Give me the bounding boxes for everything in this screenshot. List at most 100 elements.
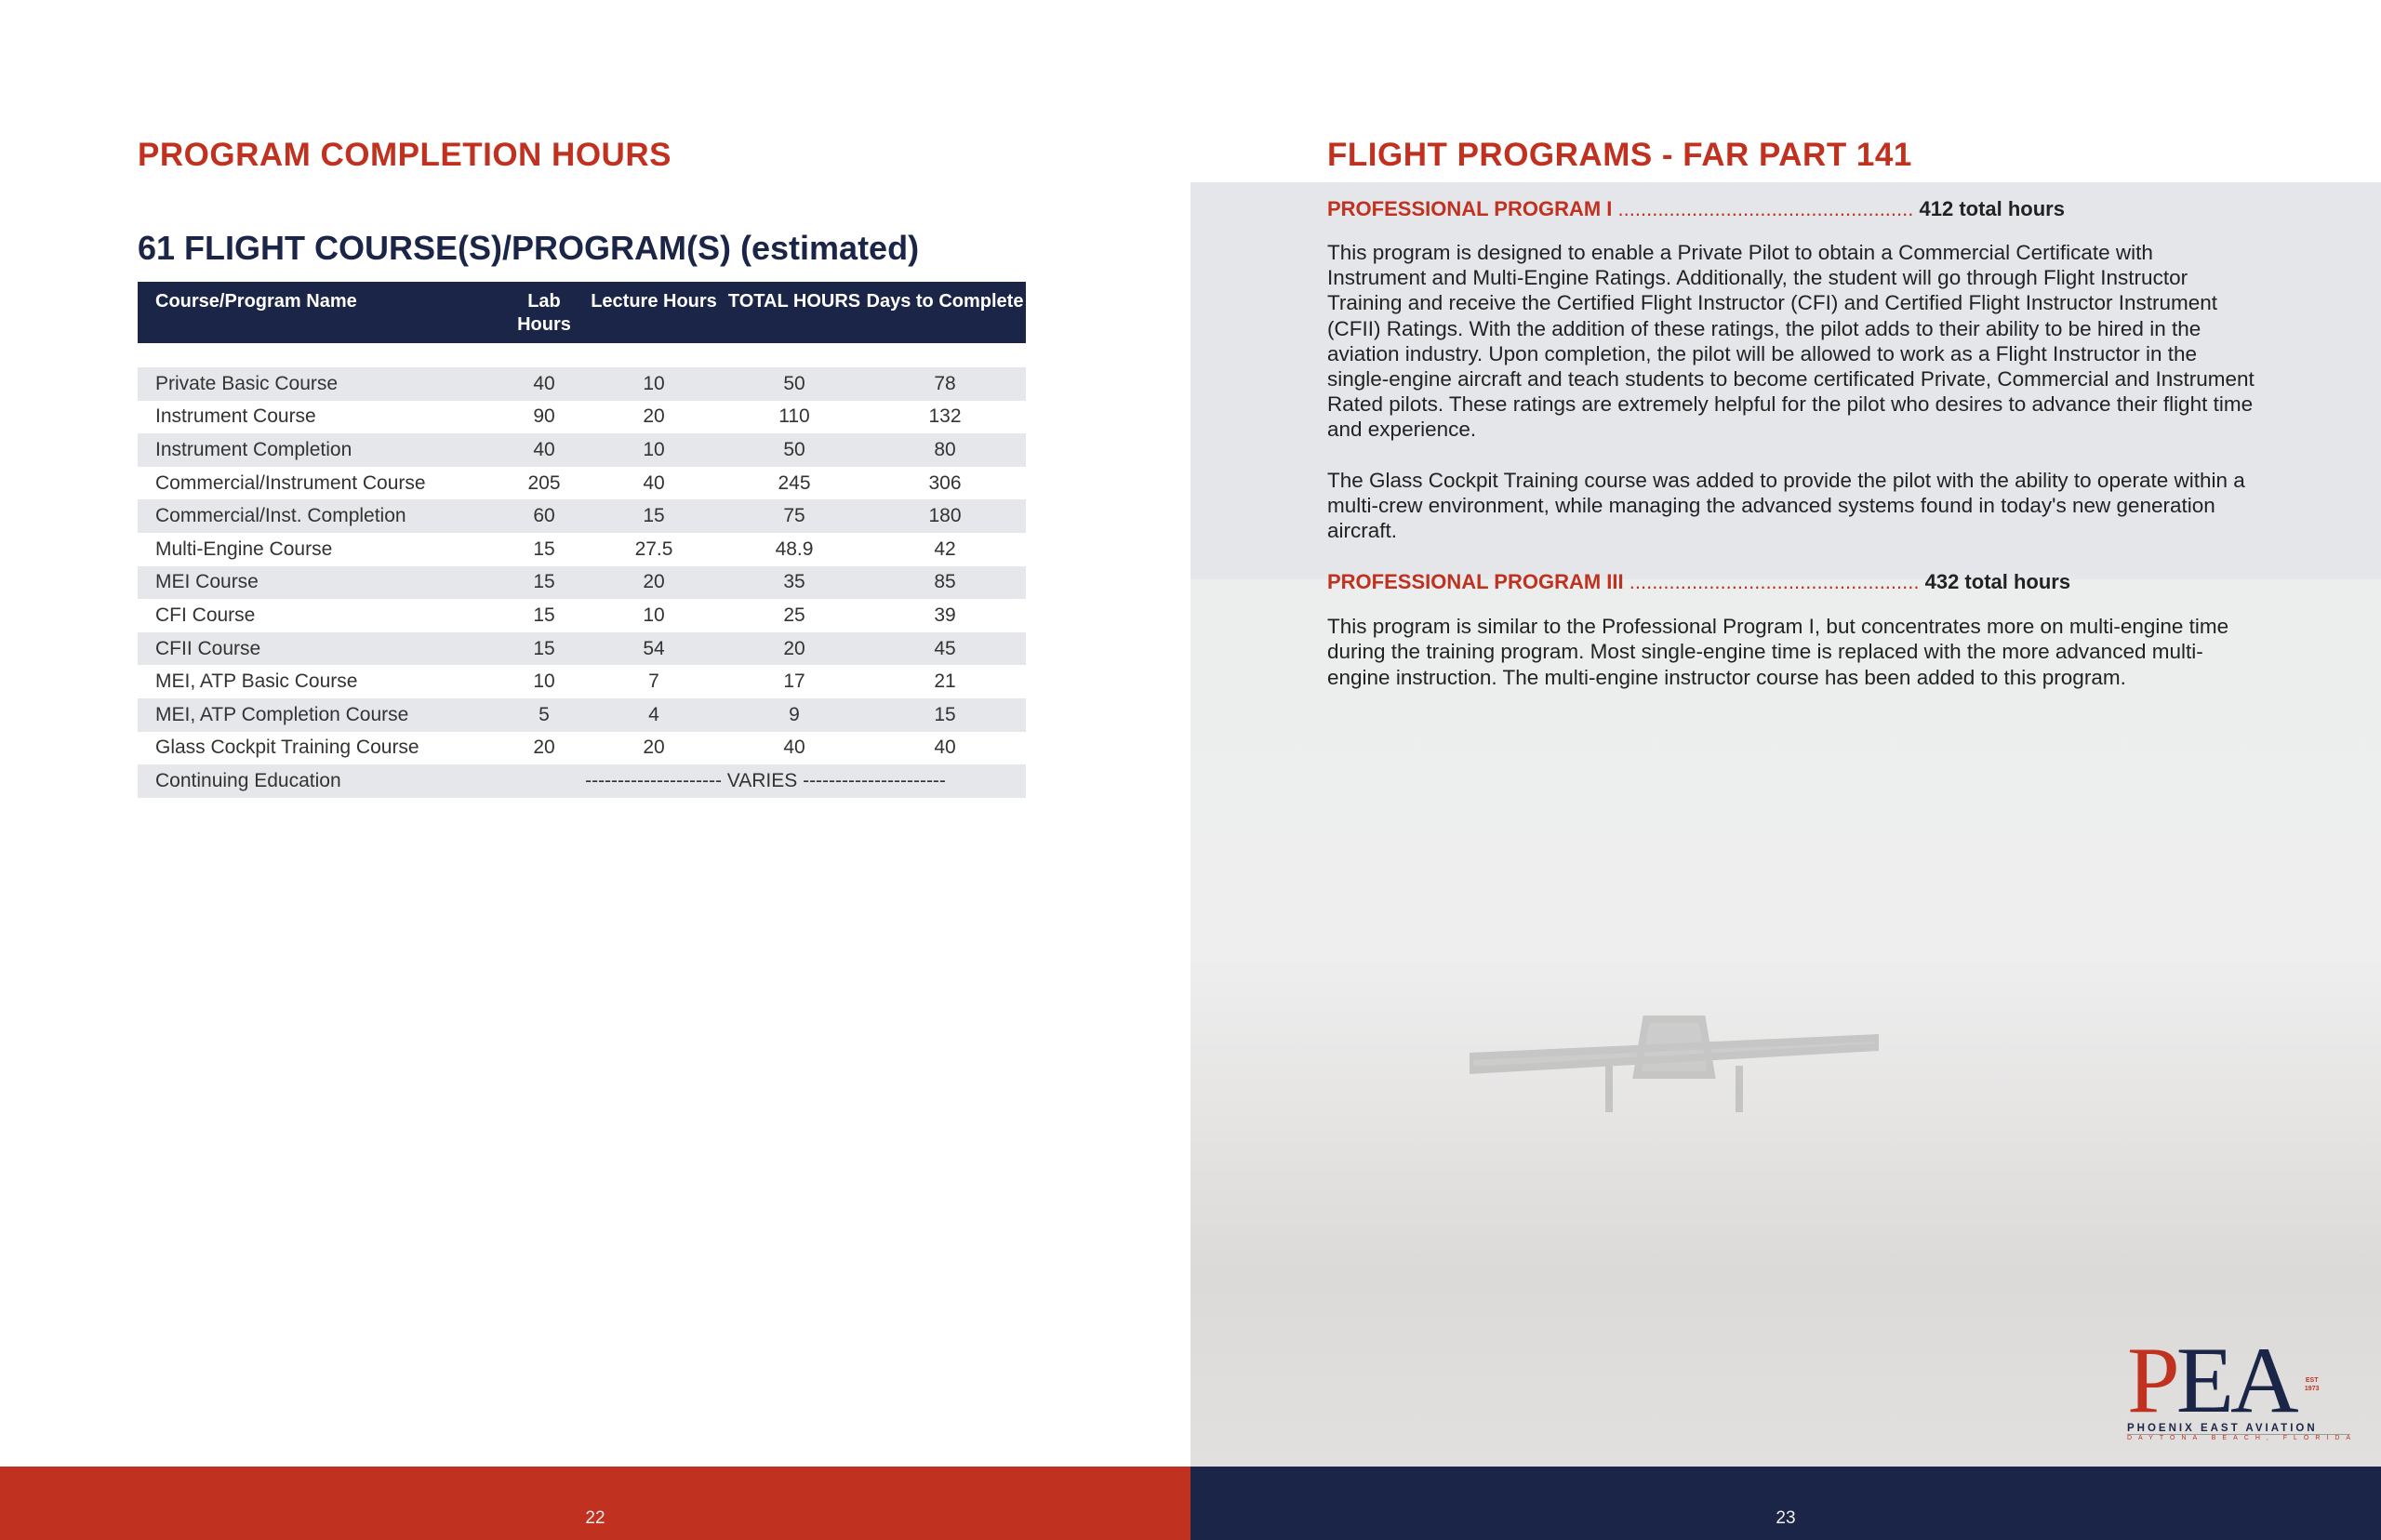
cell-value: 10: [643, 604, 665, 626]
cell-value: 75: [725, 499, 864, 533]
course-name: Glass Cockpit Training Course: [155, 737, 419, 759]
table-row: Instrument Course 90 20 110 132: [138, 401, 1026, 434]
cell-value: 42: [934, 538, 956, 560]
table-row: MEI, ATP Basic Course 10 7 17 21: [138, 665, 1026, 698]
cell-value: 80: [864, 433, 1026, 467]
course-name: Commercial/Instrument Course: [155, 471, 426, 494]
program-3-hours: 432 total hours: [1924, 570, 2071, 594]
table-row: Multi-Engine Course 15 27.5 48.9 42: [138, 533, 1026, 566]
cell-value: 40: [643, 471, 665, 494]
cell-value: 306: [928, 471, 962, 494]
table-row: CFI Course 15 10 25 39: [138, 599, 1026, 632]
cell-value: 85: [864, 565, 1026, 600]
table-title: 61 FLIGHT COURSE(S)/PROGRAM(S) (estimate…: [138, 229, 920, 267]
leader-dots: ........................................…: [1629, 570, 1920, 594]
cell-value: 90: [533, 405, 555, 428]
program-3-name: PROFESSIONAL PROGRAM III: [1327, 570, 1624, 594]
header-name: Course/Program Name: [138, 282, 505, 343]
right-page-title: FLIGHT PROGRAMS - FAR PART 141: [1327, 137, 1912, 173]
cell-value: 20: [533, 737, 555, 759]
cell-value: 48.9: [775, 538, 814, 560]
table-row: MEI, ATP Completion Course 5 4 9 15: [138, 697, 1026, 732]
program-1-name: PROFESSIONAL PROGRAM I: [1327, 197, 1613, 220]
cell-value: 15: [864, 697, 1026, 732]
course-name: CFI Course: [155, 604, 256, 626]
cell-value: 78: [864, 367, 1026, 401]
logo-letter-p: P: [2127, 1328, 2180, 1433]
cell-value: 132: [928, 405, 962, 428]
cell-value: 7: [648, 670, 659, 693]
cell-value: 20: [643, 405, 665, 428]
cell-value: 4: [583, 697, 725, 732]
cell-value: 15: [583, 499, 725, 533]
cell-value: 50: [725, 367, 864, 401]
cell-value: 15: [505, 631, 583, 666]
cell-value: 21: [934, 670, 956, 693]
course-name: MEI, ATP Completion Course: [138, 697, 505, 732]
cell-value: 180: [864, 499, 1026, 533]
program-3-description: This program is similar to the Professio…: [1327, 615, 2229, 689]
cell-value: 45: [864, 631, 1026, 666]
logo-location: DAYTONA BEACH, FLORIDA: [2127, 1435, 2358, 1441]
table-row: Private Basic Course 40 10 50 78: [138, 367, 1026, 401]
logo-est: EST 1973: [2304, 1377, 2320, 1392]
intro-panel: [1190, 182, 2381, 579]
table-row: MEI Course 15 20 35 85: [138, 565, 1026, 600]
cell-value: 20: [725, 631, 864, 666]
program-3-heading: PROFESSIONAL PROGRAM III ...............…: [1327, 569, 2257, 595]
cell-value: 20: [583, 565, 725, 600]
right-text-column: FLIGHT PROGRAMS - FAR PART 141 PROFESSIO…: [1327, 136, 2257, 690]
table-row: Glass Cockpit Training Course 20 20 40 40: [138, 732, 1026, 765]
right-footer-bar: 23: [1190, 1467, 2381, 1540]
cell-value: 15: [533, 538, 555, 560]
cell-value: 35: [725, 565, 864, 600]
cell-value: 25: [783, 604, 805, 626]
cell-value: 205: [527, 471, 561, 494]
cell-value: 39: [934, 604, 956, 626]
header-lab: Lab Hours: [505, 282, 583, 343]
table-row: CFII Course 15 54 20 45: [138, 631, 1026, 666]
cell-value: 10: [583, 433, 725, 467]
table-header: Course/Program Name Lab Hours Lecture Ho…: [138, 282, 1026, 343]
header-lecture: Lecture Hours: [583, 282, 725, 343]
program-1-heading: PROFESSIONAL PROGRAM I .................…: [1327, 196, 2257, 222]
course-name: Instrument Completion: [138, 433, 505, 467]
cell-value: 40: [505, 433, 583, 467]
cell-value: 10: [583, 367, 725, 401]
cell-value: 40: [505, 367, 583, 401]
cell-value: 50: [725, 433, 864, 467]
cell-value: 110: [778, 405, 810, 428]
course-name: Commercial/Inst. Completion: [138, 499, 505, 533]
cell-value: 60: [505, 499, 583, 533]
page-number: 23: [1776, 1508, 1796, 1528]
cell-value: 5: [505, 697, 583, 732]
page-number: 22: [585, 1508, 605, 1528]
course-name: Continuing Education: [138, 764, 505, 798]
course-name: MEI, ATP Basic Course: [155, 670, 358, 693]
cell-value: 54: [583, 631, 725, 666]
logo-letters-ea: EA: [2175, 1328, 2299, 1433]
cell-value: 15: [505, 565, 583, 600]
left-footer-bar: 22: [0, 1467, 1190, 1540]
table-row: Instrument Completion 40 10 50 80: [138, 433, 1026, 467]
program-1-description: This program is designed to enable a Pri…: [1327, 241, 2255, 442]
completion-hours-table: Course/Program Name Lab Hours Lecture Ho…: [138, 282, 1026, 798]
airplane-image: [1470, 1016, 1879, 1112]
cell-value: 40: [934, 737, 956, 759]
course-name: Multi-Engine Course: [155, 538, 333, 560]
cell-value: 40: [783, 737, 805, 759]
logo-name: PHOENIX EAST AVIATION: [2127, 1423, 2350, 1435]
left-page: PROGRAM COMPLETION HOURS 61 FLIGHT COURS…: [0, 0, 1190, 1467]
table-row: Continuing Education --------------------…: [138, 764, 1026, 798]
glass-cockpit-description: The Glass Cockpit Training course was ad…: [1327, 468, 2245, 543]
course-name: Instrument Course: [155, 405, 316, 428]
cell-value: 17: [783, 670, 805, 693]
cell-value: 10: [533, 670, 555, 693]
header-total: TOTAL HOURS: [725, 282, 864, 343]
page-title: PROGRAM COMPLETION HOURS: [138, 137, 672, 173]
table-row: Commercial/Inst. Completion 60 15 75 180: [138, 499, 1026, 533]
cell-value: 9: [725, 697, 864, 732]
cell-varies: --------------------- VARIES -----------…: [505, 764, 1026, 798]
cell-value: 245: [778, 471, 811, 494]
cell-value: 27.5: [634, 538, 673, 560]
